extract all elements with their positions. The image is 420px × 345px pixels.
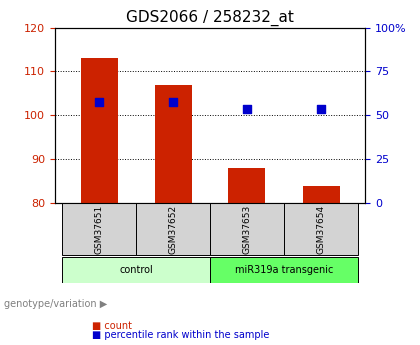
- Bar: [155, 85, 192, 203]
- Bar: [81, 58, 118, 203]
- Text: GSM37652: GSM37652: [168, 205, 178, 254]
- Text: ■ percentile rank within the sample: ■ percentile rank within the sample: [92, 330, 270, 339]
- Point: [318, 106, 324, 111]
- Title: GDS2066 / 258232_at: GDS2066 / 258232_at: [126, 10, 294, 26]
- Point: [96, 99, 102, 105]
- Point: [170, 99, 176, 105]
- FancyBboxPatch shape: [62, 257, 210, 283]
- FancyBboxPatch shape: [210, 257, 358, 283]
- Text: GSM37653: GSM37653: [242, 205, 252, 254]
- FancyBboxPatch shape: [210, 203, 284, 255]
- FancyBboxPatch shape: [62, 203, 136, 255]
- Point: [244, 106, 250, 111]
- FancyBboxPatch shape: [284, 203, 358, 255]
- Text: GSM37651: GSM37651: [94, 205, 103, 254]
- Text: GSM37654: GSM37654: [317, 205, 326, 254]
- Text: genotype/variation ▶: genotype/variation ▶: [4, 299, 108, 308]
- Bar: [228, 168, 265, 203]
- Text: control: control: [119, 265, 153, 275]
- FancyBboxPatch shape: [136, 203, 210, 255]
- Text: miR319a transgenic: miR319a transgenic: [235, 265, 333, 275]
- Text: ■ count: ■ count: [92, 321, 132, 331]
- Bar: [302, 186, 339, 203]
